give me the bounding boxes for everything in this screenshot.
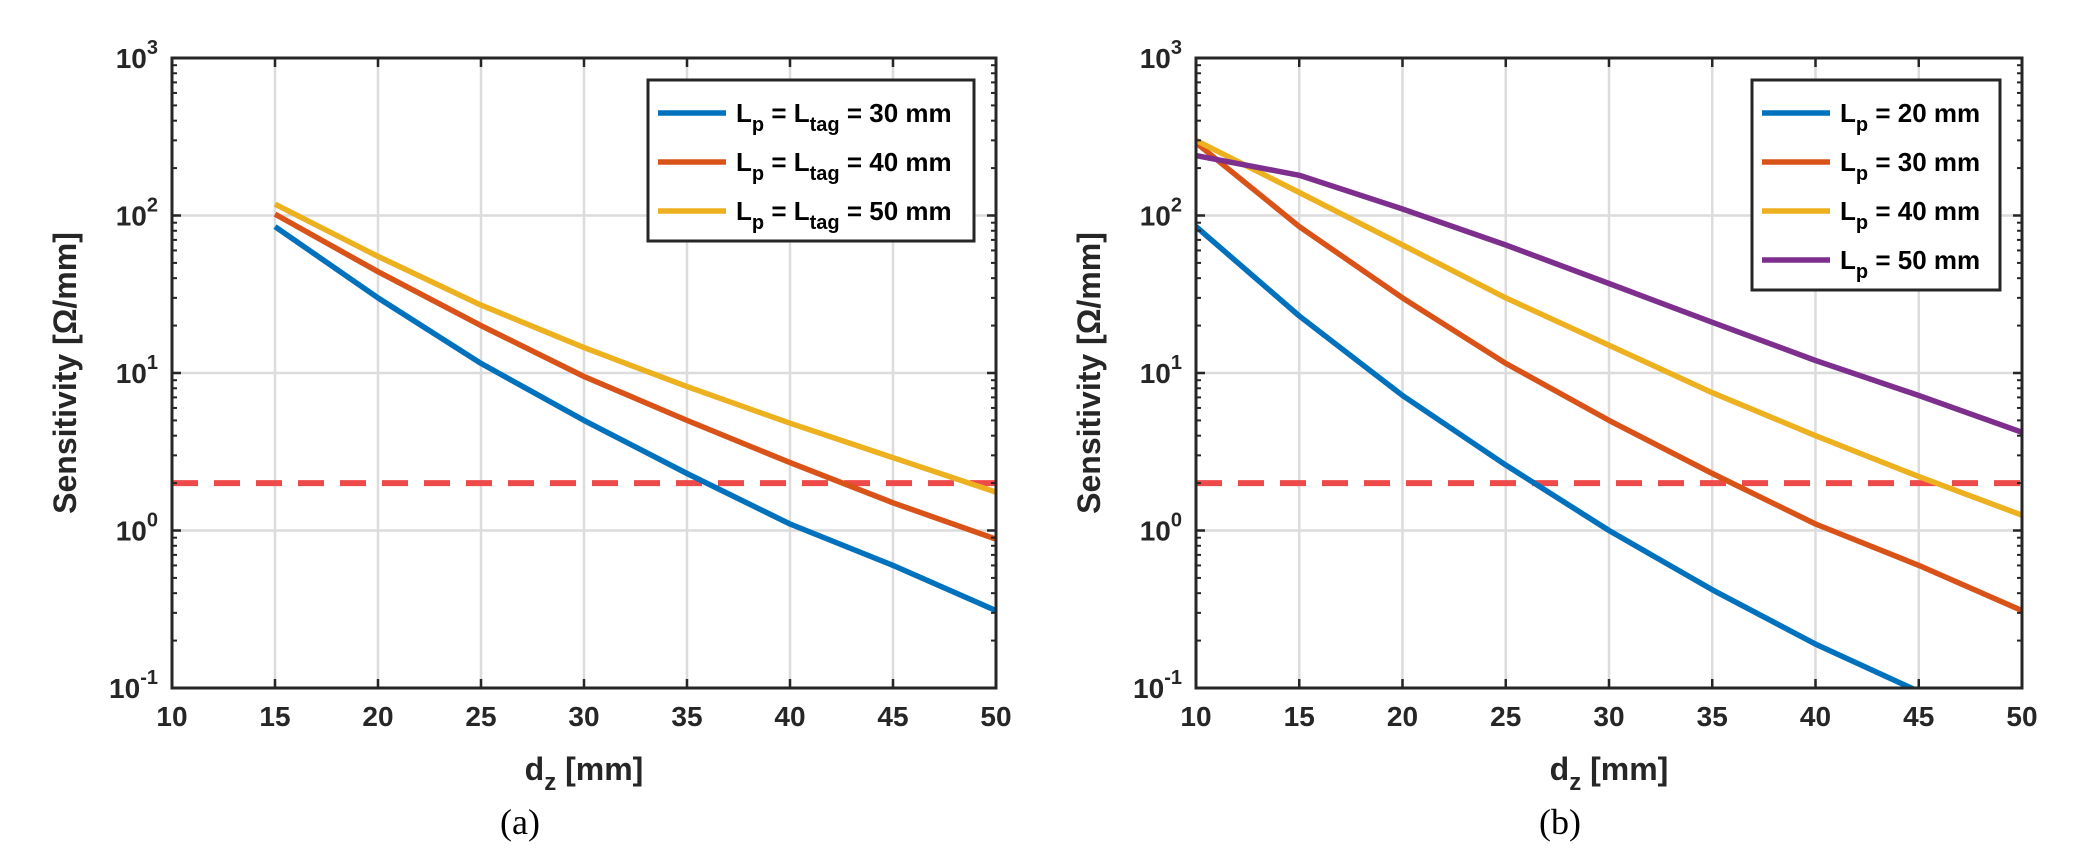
x-tick-label: 10 [1180, 701, 1211, 732]
y-tick-label: 103 [116, 37, 158, 74]
x-axis-label: dz [mm] [1550, 751, 1669, 796]
series-line-2 [1196, 140, 2022, 614]
chart-panel-a: 10 15 20 25 30 35 40 45 50 10-1 100 101 102 103 dz [mm… [47, 37, 1012, 842]
panel-caption: (b) [1539, 802, 1581, 842]
y-tick-label: 10-1 [1133, 667, 1182, 704]
x-tick-label: 45 [1903, 701, 1934, 732]
legend-label-3: Lp = 40 mm [1840, 196, 1980, 234]
x-tick-label: 20 [1387, 701, 1418, 732]
legend: Lp = Ltag = 30 mm Lp = Ltag = 40 mm Lp = L… [646, 78, 976, 243]
legend-label-1: Lp = Ltag = 30 mm [736, 98, 952, 136]
x-tick-label: 50 [980, 701, 1011, 732]
y-tick-label: 102 [116, 195, 158, 232]
x-tick-label: 35 [1697, 701, 1728, 732]
x-tick-label: 15 [259, 701, 290, 732]
legend-label-1: Lp = 20 mm [1840, 98, 1980, 136]
chart-panel-b: 10 15 20 25 30 35 40 45 50 10-1 100 101 102 103 dz [mm… [1071, 37, 2038, 842]
legend-label-2: Lp = Ltag = 40 mm [736, 147, 952, 185]
x-tick-label: 25 [1490, 701, 1521, 732]
x-tick-label: 45 [877, 701, 908, 732]
x-tick-label: 30 [1593, 701, 1624, 732]
x-tick-label: 25 [465, 701, 496, 732]
legend-label-3: Lp = Ltag = 50 mm [736, 196, 952, 234]
y-tick-label: 101 [116, 352, 158, 389]
legend-label-2: Lp = 30 mm [1840, 147, 1980, 185]
legend: Lp = 20 mm Lp = 30 mm Lp = 40 mm Lp = 50 mm [1750, 78, 2002, 292]
y-tick-label: 100 [116, 510, 158, 547]
y-axis-label: Sensitivity [Ω/mm] [1071, 232, 1107, 514]
series-line-3 [1196, 137, 2022, 518]
series-line-2 [273, 211, 996, 542]
series-line-4 [1196, 152, 2022, 435]
x-tick-label: 35 [671, 701, 702, 732]
x-tick-label: 50 [2006, 701, 2037, 732]
y-tick-label: 103 [1140, 37, 1182, 74]
x-tick-label: 40 [774, 701, 805, 732]
y-tick-label: 102 [1140, 195, 1182, 232]
series-line-3 [273, 201, 996, 495]
y-axis-label: Sensitivity [Ω/mm] [47, 232, 83, 514]
x-tick-label: 15 [1284, 701, 1315, 732]
series-line-1 [1196, 224, 1918, 688]
x-tick-label: 20 [362, 701, 393, 732]
series-line-1 [273, 224, 996, 614]
x-axis-label: dz [mm] [525, 751, 644, 796]
panel-caption: (a) [500, 802, 540, 842]
y-tick-label: 10-1 [109, 667, 158, 704]
y-tick-label: 100 [1140, 510, 1182, 547]
y-tick-label: 101 [1140, 352, 1182, 389]
legend-label-4: Lp = 50 mm [1840, 245, 1980, 283]
x-tick-label: 40 [1800, 701, 1831, 732]
x-tick-label: 10 [156, 701, 187, 732]
x-tick-label: 30 [568, 701, 599, 732]
